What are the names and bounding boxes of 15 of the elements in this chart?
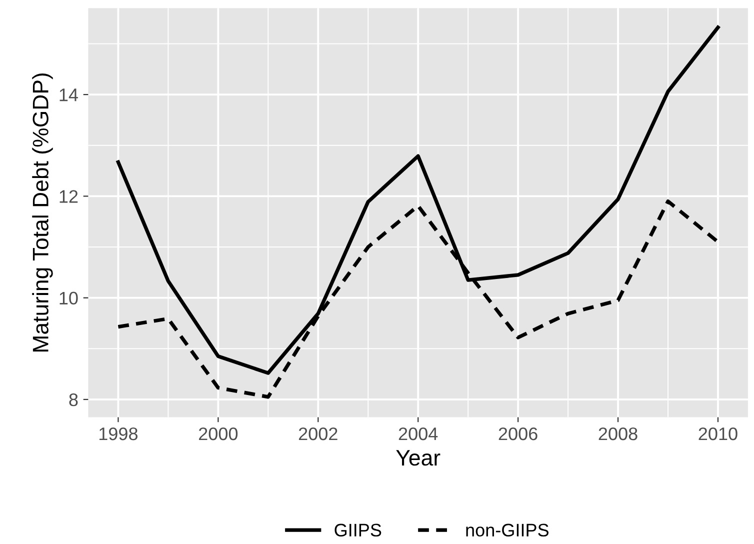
x-tick-label: 2002 (298, 427, 338, 440)
x-tick-label: 1998 (100, 427, 138, 440)
x-tick-label: 2008 (598, 427, 638, 440)
y-axis-title: Maturing Total Debt (%GDP) (32, 73, 53, 352)
x-tick-label: 2000 (198, 427, 238, 440)
y-tick-label: 14 (60, 88, 78, 102)
x-tick-label: 2004 (398, 427, 438, 440)
x-axis-title: Year (396, 450, 440, 466)
legend-label: non-GIIPS (466, 524, 548, 537)
x-tick-label: 2006 (498, 427, 538, 440)
y-tick-label: 10 (60, 292, 78, 305)
legend-label: GIIPS (334, 524, 382, 537)
y-tick-label: 12 (60, 190, 78, 203)
x-tick-label: 2010 (698, 427, 738, 440)
y-tick-label: 8 (69, 393, 78, 406)
